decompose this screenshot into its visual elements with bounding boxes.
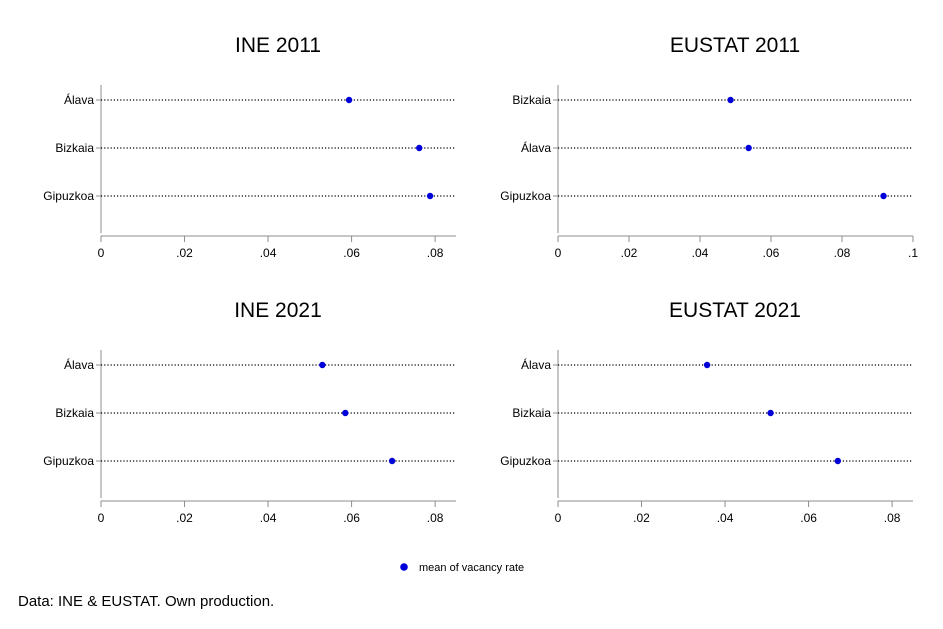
category-label: Álava [521,140,551,155]
legend-label: mean of vacancy rate [419,562,524,574]
data-point [416,144,423,152]
x-tick-label: .06 [800,511,817,525]
legend-marker [400,563,408,571]
x-tick-label: 0 [98,511,105,525]
category-label: Gipuzkoa [500,454,551,468]
category-label: Álava [64,357,94,372]
x-tick-label: .02 [621,246,638,260]
category-label: Bizkaia [55,406,94,420]
category-label: Gipuzkoa [500,189,551,203]
x-tick-label: .08 [884,511,901,525]
panel-title: EUSTAT 2011 [670,34,800,57]
data-point [703,361,711,369]
x-tick-label: .06 [343,511,360,525]
x-tick-label: 0 [98,246,105,260]
panel-title: INE 2011 [235,34,321,57]
x-tick-label: .08 [427,246,444,260]
x-tick-label: .08 [427,511,444,525]
data-point [767,409,774,417]
category-label: Bizkaia [55,141,94,155]
x-tick-label: .02 [633,511,650,525]
data-point [388,457,396,465]
x-tick-label: 0 [555,246,562,260]
x-tick-label: .04 [692,246,709,260]
x-tick-label: .06 [343,246,360,260]
x-tick-label: 0 [555,511,562,525]
data-point [345,96,353,104]
x-tick-label: .04 [717,511,734,525]
data-point [880,192,887,200]
x-tick-label: .04 [260,246,277,260]
x-tick-label: .02 [176,511,193,525]
x-tick-label: .04 [260,511,277,525]
x-tick-label: .1 [908,246,918,260]
source-note: Data: INE & EUSTAT. Own production. [18,593,275,610]
data-point [727,96,734,104]
data-point [426,192,434,200]
x-tick-label: .02 [176,246,193,260]
category-label: Álava [64,92,94,107]
x-tick-label: .08 [834,246,851,260]
data-point [745,144,752,152]
data-point [342,409,349,417]
category-label: Bizkaia [512,406,551,420]
category-label: Gipuzkoa [43,454,94,468]
panel-title: INE 2021 [234,299,322,322]
panel-title: EUSTAT 2021 [669,299,801,322]
category-label: Gipuzkoa [43,189,94,203]
data-point [319,361,326,369]
category-label: Álava [521,357,551,372]
category-label: Bizkaia [512,93,551,107]
x-tick-label: .06 [763,246,780,260]
data-point [834,457,842,465]
